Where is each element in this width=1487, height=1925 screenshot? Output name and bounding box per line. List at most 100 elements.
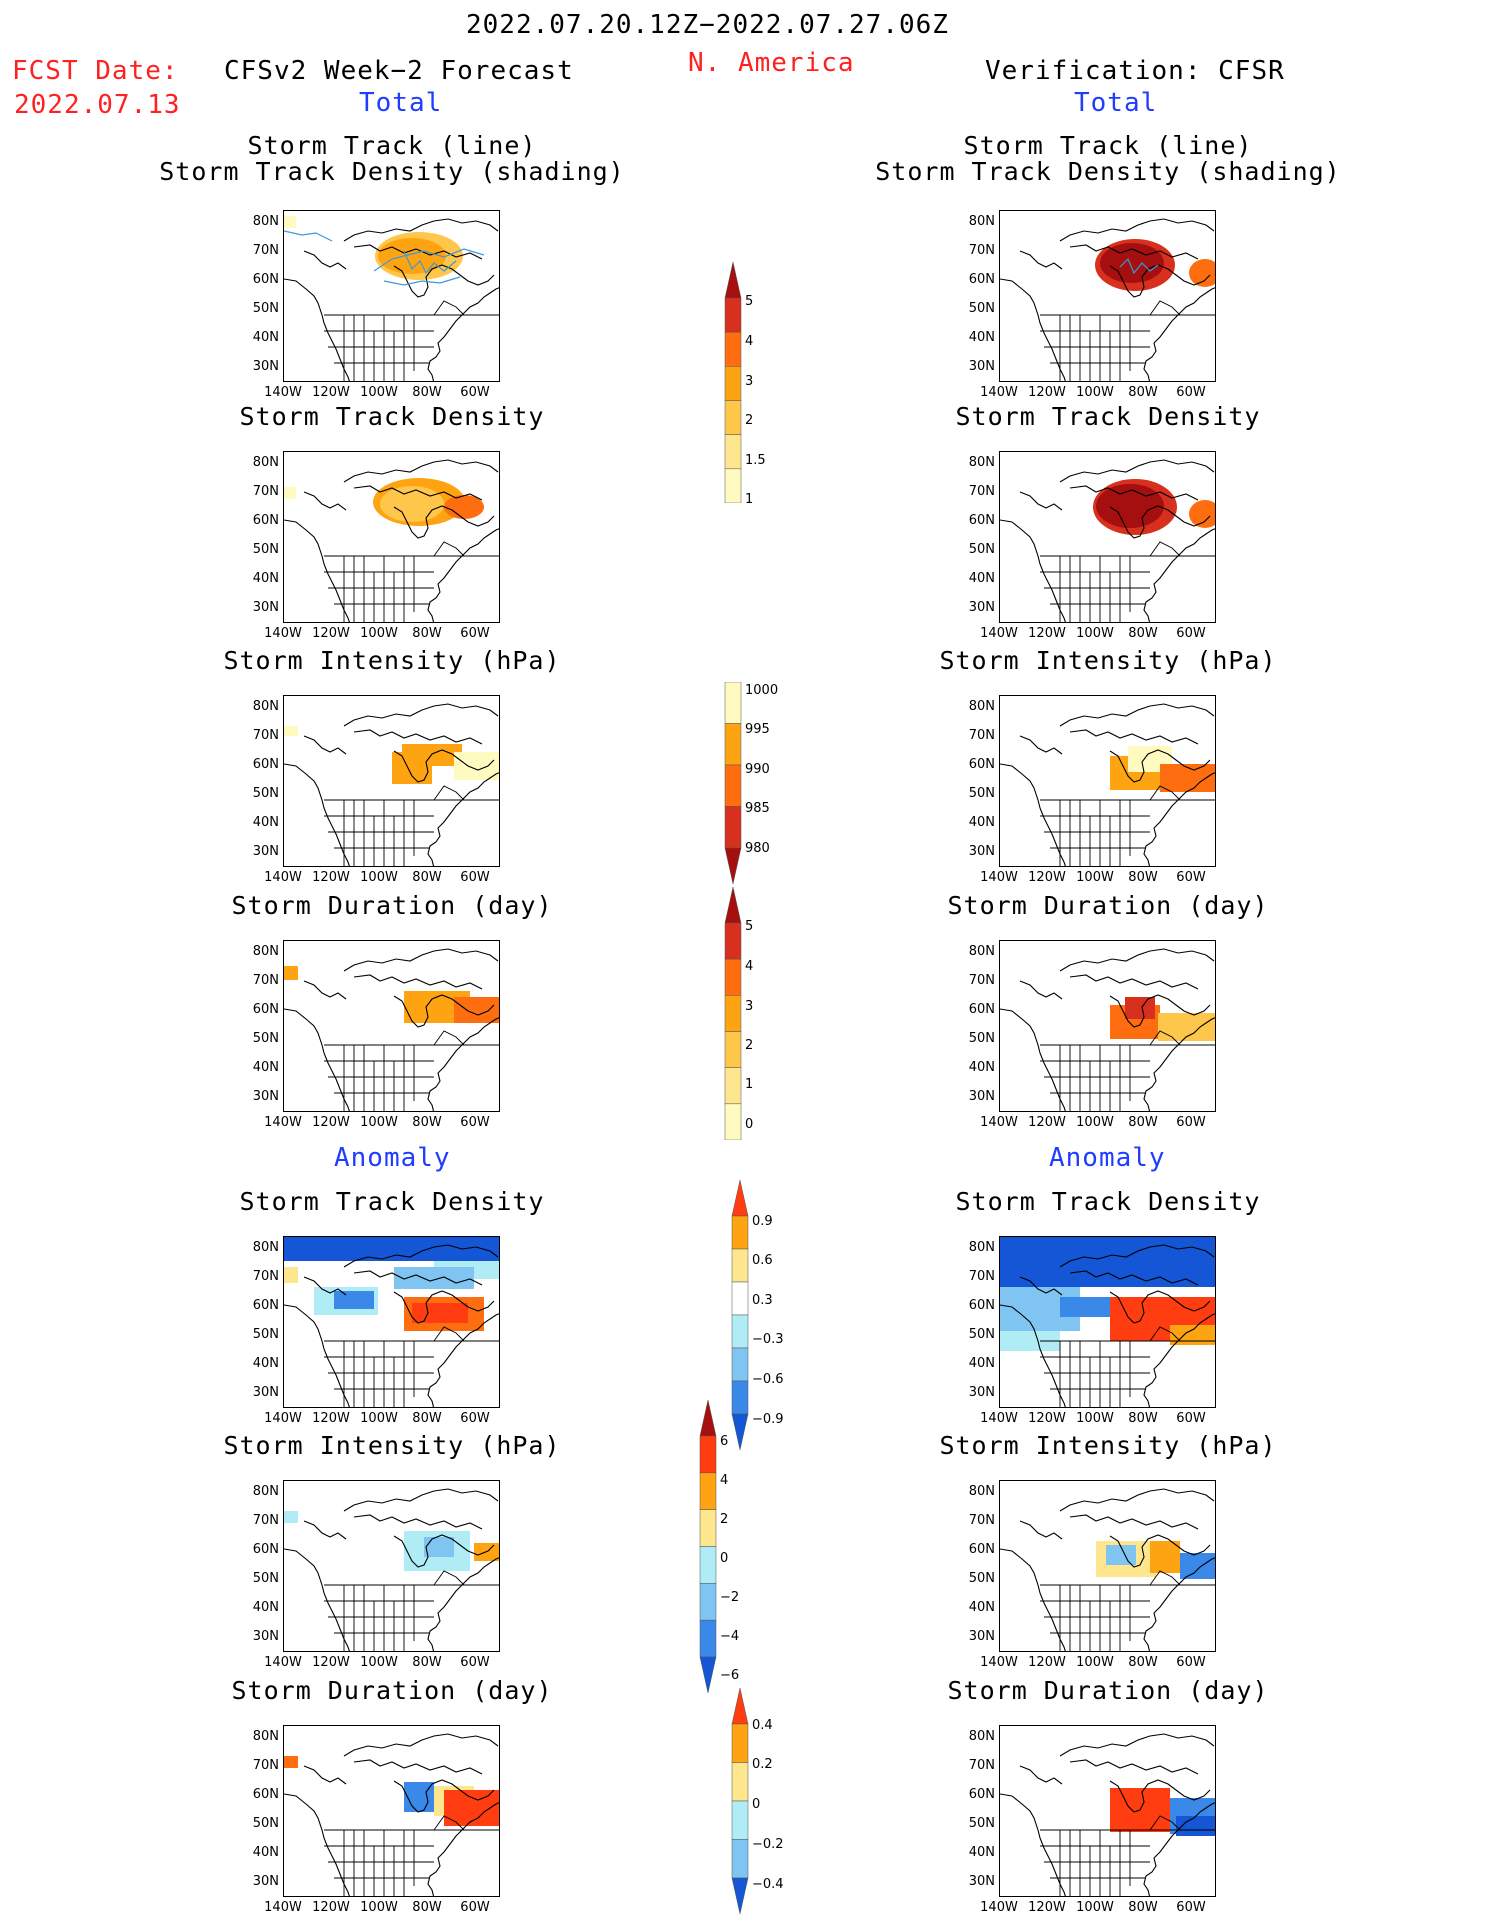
colorbar-label: 4 [745,959,754,974]
lat-label: 80N [968,1729,995,1744]
lat-label: 40N [968,815,995,830]
map-svg-L1 [284,216,499,381]
lat-label: 80N [968,214,995,229]
lat-label: 40N [968,1060,995,1075]
colorbar-label: 0 [720,1551,729,1566]
colorbar-swatch [731,1688,749,1725]
map-svg-L5 [284,1237,499,1407]
lon-label: 60W [460,626,490,641]
colorbar-label: 1 [745,1077,754,1092]
title-track-density-shading-right: Storm Track Density (shading) [875,157,1341,186]
colorbar-label: −0.4 [752,1877,784,1892]
lat-label: 40N [968,571,995,586]
colorbar-swatch [699,1472,717,1510]
lat-label: 80N [252,699,279,714]
lon-label: 80W [412,385,442,400]
colorbar-anom_intensity [699,1400,717,1693]
lat-label: 60N [968,1787,995,1802]
lat-label: 80N [968,455,995,470]
map-svg-L3 [284,703,499,866]
title-track-line-right: Storm Track (line) [963,131,1253,160]
lat-label: 30N [968,359,995,374]
total-label-right: Total [1074,88,1158,118]
lat-label: 70N [252,973,279,988]
lon-label: 60W [460,1655,490,1670]
lat-label: 80N [252,944,279,959]
title-intensity-left: Storm Intensity (hPa) [223,646,561,675]
lon-label: 140W [980,1900,1018,1915]
colorbar-label: −2 [720,1590,740,1605]
map-svg-R7 [1000,1733,1215,1896]
lon-label: 60W [460,385,490,400]
lat-label: 30N [252,359,279,374]
lat-label: 70N [252,728,279,743]
colorbar-label: 5 [745,294,754,309]
lon-label: 60W [1176,870,1206,885]
colorbar-swatch [724,806,742,849]
colorbar-swatch [724,1031,742,1068]
lat-label: 80N [968,699,995,714]
colorbar-swatch [724,682,742,724]
lon-label: 100W [360,870,398,885]
colorbar-anom_density [731,1180,749,1450]
lat-label: 50N [968,542,995,557]
colorbar-swatch [724,847,742,884]
map-svg-L6 [284,1488,499,1651]
lat-label: 40N [252,330,279,345]
colorbar-swatch [724,297,742,333]
lat-label: 60N [252,1298,279,1313]
lon-label: 80W [1128,1900,1158,1915]
title-track-line-left: Storm Track (line) [247,131,537,160]
map-svg-L2 [284,459,499,622]
lat-label: 50N [252,301,279,316]
lon-label: 100W [360,1411,398,1426]
lat-label: 50N [252,1031,279,1046]
colorbar-label: 0.9 [752,1214,773,1229]
forecast-title: CFSv2 Week−2 Forecast [224,56,574,86]
map-svg-R6 [1000,1488,1215,1651]
lat-label: 60N [252,1542,279,1557]
lon-label: 80W [1128,385,1158,400]
colorbar-swatch [699,1656,717,1693]
lon-label: 140W [264,1411,302,1426]
map-svg-R1 [1000,218,1215,381]
colorbar-swatch [731,1347,749,1382]
colorbar-label: 1.5 [745,453,766,468]
lat-label: 80N [252,1240,279,1255]
lat-label: 50N [252,1327,279,1342]
lat-label: 80N [968,944,995,959]
period-title: 2022.07.20.12Z−2022.07.27.06Z [466,10,949,40]
lat-label: 40N [252,1060,279,1075]
lat-label: 30N [968,844,995,859]
lon-label: 120W [1028,1411,1066,1426]
colorbar-swatch [731,1248,749,1283]
title-anom-intensity-right: Storm Intensity (hPa) [939,1431,1277,1460]
colorbar-label: 985 [745,801,770,816]
colorbar-label: 5 [745,919,754,934]
lat-label: 40N [252,571,279,586]
lon-label: 80W [1128,1411,1158,1426]
colorbar-swatch [731,1723,749,1763]
lat-label: 70N [968,728,995,743]
colorbar-total_duration [724,887,742,1140]
title-density-right: Storm Track Density [955,402,1261,431]
colorbar-label: 4 [745,334,754,349]
colorbar-label: 6 [720,1434,729,1449]
colorbar-label: 0.3 [752,1293,773,1308]
map-panel-L3 [283,695,500,867]
lon-label: 100W [360,385,398,400]
lon-label: 120W [312,1655,350,1670]
colorbar-label: 4 [720,1473,729,1488]
lon-label: 140W [264,870,302,885]
colorbar-swatch [731,1413,749,1450]
lon-label: 120W [1028,870,1066,885]
colorbar-total_intensity [724,682,742,884]
colorbar-label: 1000 [745,683,779,698]
colorbar-swatch [731,1762,749,1802]
lon-label: 80W [1128,1655,1158,1670]
map-panel-L5 [283,1236,500,1408]
lat-label: 30N [252,1629,279,1644]
lon-label: 120W [1028,385,1066,400]
lat-label: 60N [252,757,279,772]
lat-label: 80N [968,1484,995,1499]
